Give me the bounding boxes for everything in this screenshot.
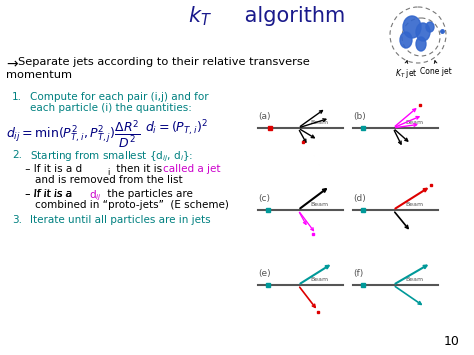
Text: Cone jet: Cone jet bbox=[420, 67, 452, 76]
Text: (b): (b) bbox=[353, 112, 366, 121]
Text: 1.: 1. bbox=[12, 92, 22, 102]
Text: i: i bbox=[107, 168, 109, 177]
Text: called a jet: called a jet bbox=[163, 164, 220, 174]
Text: and is removed from the list: and is removed from the list bbox=[22, 175, 182, 185]
Text: combined in “proto-jets”  (E scheme): combined in “proto-jets” (E scheme) bbox=[22, 200, 229, 210]
Text: $K_T$ jet: $K_T$ jet bbox=[395, 67, 417, 80]
Text: algorithm: algorithm bbox=[238, 6, 345, 26]
Ellipse shape bbox=[416, 37, 426, 51]
Text: each particle (i) the quantities:: each particle (i) the quantities: bbox=[30, 103, 192, 113]
Text: (e): (e) bbox=[258, 269, 271, 278]
Text: $d_{ij} = \min(P^2_{T,i}, P^2_{T,j})\dfrac{\Delta R^2}{D^2}$: $d_{ij} = \min(P^2_{T,i}, P^2_{T,j})\dfr… bbox=[6, 118, 140, 150]
Ellipse shape bbox=[416, 23, 430, 41]
Text: Separate jets according to their relative transverse: Separate jets according to their relativ… bbox=[18, 57, 310, 67]
Text: Compute for each pair (i,j) and for: Compute for each pair (i,j) and for bbox=[30, 92, 209, 102]
Ellipse shape bbox=[426, 22, 434, 32]
Text: – If it is a: – If it is a bbox=[22, 189, 75, 199]
Text: Beam: Beam bbox=[405, 202, 423, 207]
Text: Beam: Beam bbox=[310, 277, 328, 282]
Text: then it is: then it is bbox=[113, 164, 165, 174]
Text: momentum: momentum bbox=[6, 70, 72, 80]
Text: 2.: 2. bbox=[12, 150, 22, 160]
Text: Beam: Beam bbox=[310, 202, 328, 207]
Text: $d_i = (P_{T,i})^2$: $d_i = (P_{T,i})^2$ bbox=[145, 118, 208, 138]
Text: →: → bbox=[6, 57, 18, 71]
Text: (c): (c) bbox=[258, 194, 270, 203]
Text: – If it is a d: – If it is a d bbox=[22, 164, 82, 174]
Text: (d): (d) bbox=[353, 194, 366, 203]
Ellipse shape bbox=[403, 16, 421, 38]
Text: (f): (f) bbox=[353, 269, 363, 278]
Text: $k_T$: $k_T$ bbox=[188, 4, 212, 28]
Ellipse shape bbox=[400, 32, 412, 48]
Text: d$_{ij}$: d$_{ij}$ bbox=[89, 189, 102, 203]
Text: the particles are: the particles are bbox=[104, 189, 193, 199]
Text: – If it is a: – If it is a bbox=[22, 189, 75, 199]
Text: Beam: Beam bbox=[405, 277, 423, 282]
Text: Beam: Beam bbox=[310, 120, 328, 125]
Text: Beam: Beam bbox=[405, 120, 423, 125]
Text: Iterate until all particles are in jets: Iterate until all particles are in jets bbox=[30, 215, 210, 225]
Text: Starting from smallest {d$_{ij}$, d$_i$}:: Starting from smallest {d$_{ij}$, d$_i$}… bbox=[30, 150, 193, 164]
Text: 3.: 3. bbox=[12, 215, 22, 225]
Text: 10: 10 bbox=[444, 335, 460, 348]
Text: (a): (a) bbox=[258, 112, 271, 121]
